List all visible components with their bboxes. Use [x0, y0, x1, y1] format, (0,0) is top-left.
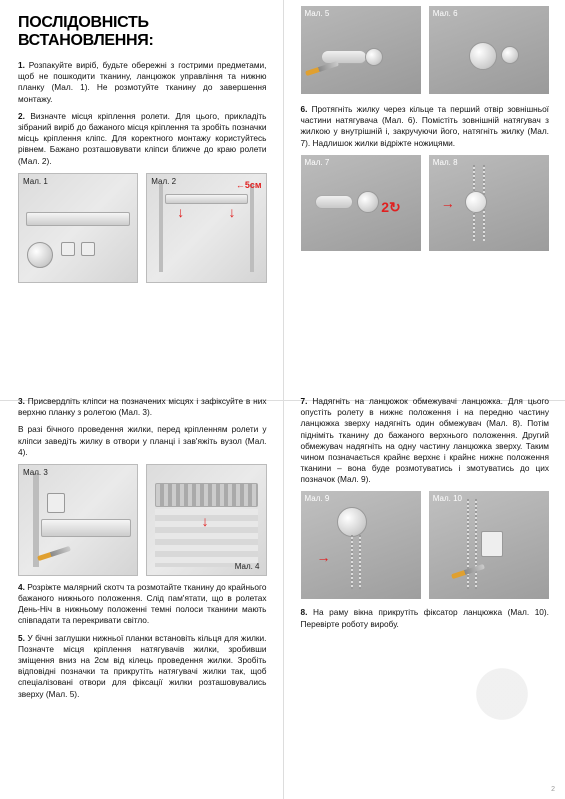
fig-row-7-8: Мал. 7 2↻ Мал. 8 → — [301, 155, 550, 251]
step-3-num: 3. — [18, 396, 25, 406]
figure-4: Мал. 4 ↓ — [146, 464, 266, 576]
figure-3-label: Мал. 3 — [23, 468, 48, 477]
step-3-text: Присвердліть кліпси на позначених місцях… — [18, 396, 267, 417]
figure-4-label: Мал. 4 — [235, 562, 260, 571]
step-8-text: На раму вікна прикрутіть фіксатор ланцюж… — [301, 607, 550, 628]
step-4: 4. Розріжте малярний скотч та розмотайте… — [18, 582, 267, 627]
fig-row-9-10: Мал. 9 → Мал. 10 — [301, 491, 550, 599]
figure-10: Мал. 10 — [429, 491, 549, 599]
page-title: ПОСЛІДОВНІСТЬ ВСТАНОВЛЕННЯ: — [18, 14, 267, 50]
fig-row-5-6: Мал. 5 Мал. 6 — [301, 6, 550, 94]
quadrant-3: 3. Присвердліть кліпси на позначених міс… — [0, 382, 283, 799]
figure-8: Мал. 8 → — [429, 155, 549, 251]
step-1-num: 1. — [18, 60, 25, 70]
step-6: 6. Протягніть жилку через кільце та перш… — [301, 104, 550, 149]
step-5-text: У бічні заглушки нижньої планки встанові… — [18, 633, 267, 699]
step-5-num: 5. — [18, 633, 25, 643]
figure-3: Мал. 3 — [18, 464, 138, 576]
figure-7: Мал. 7 2↻ — [301, 155, 421, 251]
fig-row-3-4: Мал. 3 Мал. 4 ↓ — [18, 464, 267, 576]
watermark-icon — [457, 649, 547, 739]
step-3: 3. Присвердліть кліпси на позначених міс… — [18, 396, 267, 418]
figure-9: Мал. 9 → — [301, 491, 421, 599]
step-2: 2. Визначте місця кріплення ролети. Для … — [18, 111, 267, 167]
step-1: 1. Розпакуйте виріб, будьте обережні з г… — [18, 60, 267, 105]
figure-1-label: Мал. 1 — [23, 177, 48, 186]
figure-1: Мал. 1 — [18, 173, 138, 283]
figure-2: Мал. 2 ←5см ↓ ↓ — [146, 173, 266, 283]
step-3b: В разі бічного проведення жилки, перед к… — [18, 424, 267, 458]
figure-10-label: Мал. 10 — [433, 494, 462, 503]
quadrant-1: ПОСЛІДОВНІСТЬ ВСТАНОВЛЕННЯ: 1. Розпакуйт… — [0, 0, 283, 382]
step-4-num: 4. — [18, 582, 25, 592]
step-7: 7. Надягніть на ланцюжок обмежувачі ланц… — [301, 396, 550, 486]
step-5: 5. У бічні заглушки нижньої планки встан… — [18, 633, 267, 700]
fig-row-1-2: Мал. 1 Мал. 2 ←5см ↓ ↓ — [18, 173, 267, 283]
figure-7-label: Мал. 7 — [305, 158, 330, 167]
page-number: 2 — [551, 786, 555, 793]
step-6-text: Протягніть жилку через кільце та перший … — [301, 104, 550, 148]
instruction-sheet: ПОСЛІДОВНІСТЬ ВСТАНОВЛЕННЯ: 1. Розпакуйт… — [0, 0, 565, 799]
step-7-text: Надягніть на ланцюжок обмежувачі ланцюжк… — [301, 396, 550, 484]
step-2-text: Визначте місця кріплення ролети. Для цьо… — [18, 111, 267, 166]
figure-5: Мал. 5 — [301, 6, 421, 94]
quadrant-2: Мал. 5 Мал. 6 6. Протягніть жилку через … — [283, 0, 565, 382]
quadrant-4: 7. Надягніть на ланцюжок обмежувачі ланц… — [283, 382, 565, 799]
figure-9-label: Мал. 9 — [305, 494, 330, 503]
figure-5-label: Мал. 5 — [305, 9, 330, 18]
figure-2-label: Мал. 2 — [151, 177, 176, 186]
step-4-text: Розріжте малярний скотч та розмотайте тк… — [18, 582, 267, 626]
step-2-num: 2. — [18, 111, 25, 121]
step-8: 8. На раму вікна прикрутіть фіксатор лан… — [301, 607, 550, 629]
figure-6: Мал. 6 — [429, 6, 549, 94]
figure-8-label: Мал. 8 — [433, 158, 458, 167]
figure-6-label: Мал. 6 — [433, 9, 458, 18]
step-1-text: Розпакуйте виріб, будьте обережні з гост… — [18, 60, 267, 104]
